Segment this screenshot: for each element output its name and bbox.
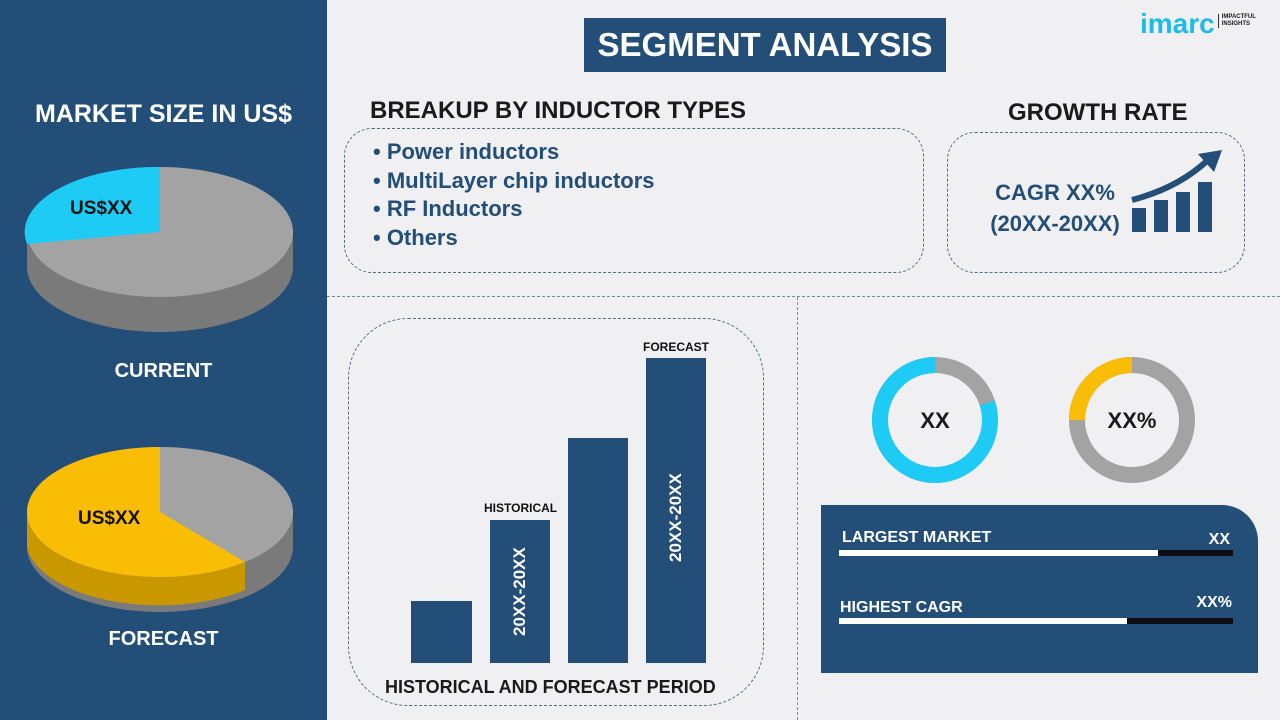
list-item: • Power inductors <box>373 139 560 164</box>
highest-cagr-label: HIGHEST CAGR <box>840 599 963 616</box>
highest-cagr-bar <box>839 618 1233 624</box>
page-title: SEGMENT ANALYSIS <box>584 18 946 72</box>
growth-chart-icon <box>1131 150 1222 232</box>
list-item: • Others <box>373 225 458 250</box>
forecast-label: FORECAST <box>643 340 709 354</box>
current-label: CURRENT <box>114 360 213 382</box>
historical-label: HISTORICAL <box>484 501 558 515</box>
growth-heading: GROWTH RATE <box>1008 99 1188 126</box>
summary-panel <box>821 505 1258 673</box>
bar: 20XX-20XX <box>490 520 550 663</box>
list-item: • RF Inductors <box>373 196 523 221</box>
forecast-period: 20XX-20XX <box>666 473 685 563</box>
cagr-value: CAGR XX% <box>995 180 1115 205</box>
largest-market-bar <box>839 550 1233 556</box>
cagr-period: (20XX-20XX) <box>990 211 1120 236</box>
market-size-heading: MARKET SIZE IN US$ <box>35 100 292 128</box>
bar-chart-footer: HISTORICAL AND FORECAST PERIOD <box>385 677 716 697</box>
forecast-value: US$XX <box>78 508 141 529</box>
breakup-heading: BREAKUP BY INDUCTOR TYPES <box>370 97 747 124</box>
donut-1-value: XX <box>920 408 950 433</box>
historical-period: 20XX-20XX <box>510 547 529 636</box>
current-value: US$XX <box>70 198 133 219</box>
bar <box>568 438 628 663</box>
divider-horizontal <box>327 296 1280 297</box>
largest-market-label: LARGEST MARKET <box>842 529 992 546</box>
current-pie <box>24 166 293 332</box>
bar: 20XX-20XX <box>646 358 706 663</box>
donut-2-value: XX% <box>1107 408 1157 433</box>
bar-chart-box <box>348 318 764 706</box>
highest-cagr-value: XX% <box>1196 594 1232 611</box>
largest-market-fill <box>839 550 1159 556</box>
forecast-label: FORECAST <box>108 628 219 650</box>
bar <box>411 601 472 663</box>
breakup-box <box>344 128 924 273</box>
donut-chart-1 <box>872 357 998 483</box>
donut-chart-2 <box>1069 357 1195 483</box>
list-item: • MultiLayer chip inductors <box>373 168 655 193</box>
growth-box <box>947 132 1245 273</box>
highest-cagr-fill <box>839 618 1127 624</box>
divider-vertical <box>797 297 798 720</box>
forecast-pie <box>27 447 293 612</box>
imarc-logo: imarc IMPACTFUL INSIGHTS <box>1140 8 1256 39</box>
largest-market-value: XX <box>1208 531 1230 548</box>
